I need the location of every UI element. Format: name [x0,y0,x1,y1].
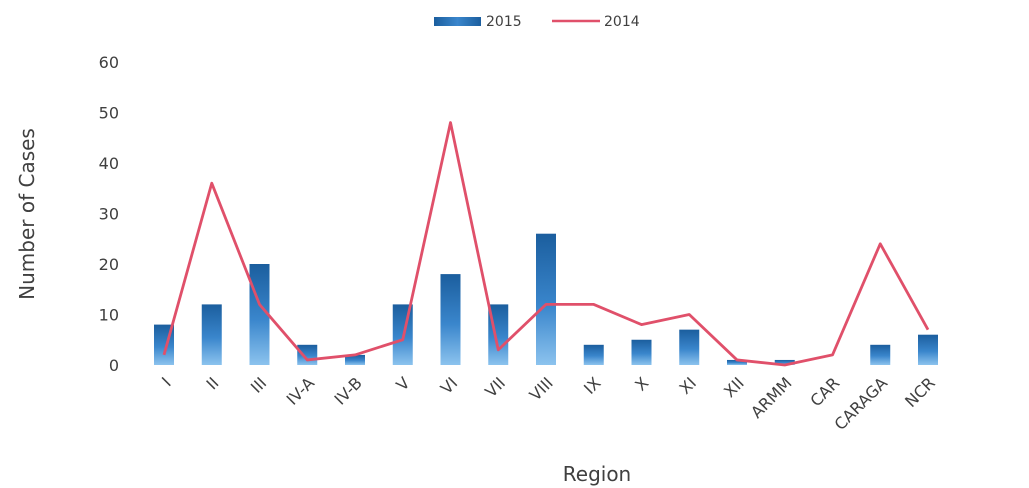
legend-label-2014: 2014 [604,14,640,30]
y-tick-label: 10 [99,306,119,325]
y-tick-label: 40 [99,154,119,173]
bar-2015-ncr [918,334,938,365]
x-tick-label: XII [720,373,748,401]
x-tick-label: IX [580,373,605,398]
x-tick-label: VIII [526,373,557,404]
x-tick-label: V [392,373,413,394]
y-tick-label: 30 [99,205,119,224]
bar-2015-ix [583,344,604,365]
bar-2015-iv-a [297,344,318,365]
x-tick-label: VII [481,373,509,401]
y-tick-label: 0 [109,356,119,375]
x-tick-label: X [631,373,652,394]
y-tick-label: 60 [99,53,119,72]
x-tick-label: CAR [806,373,843,410]
bar-2015-armm [774,359,795,365]
y-tick-label: 20 [99,255,119,274]
x-tick-label: NCR [901,373,939,411]
y-axis: 0 10 20 30 40 50 60 [99,53,119,375]
bar-2015-ii [201,304,222,365]
x-tick-label: XI [676,373,701,398]
x-tick-label: III [247,373,270,396]
legend-swatch-2015 [434,17,481,26]
legend-label-2015: 2015 [486,14,522,30]
bar-2015-iv-b [345,354,365,365]
x-tick-label: IV-B [331,373,366,408]
x-axis-title: Region [563,462,631,486]
x-tick-label: II [202,373,222,393]
bar-2015-xii [727,359,747,365]
bar-2015-viii [536,233,556,365]
x-tick-label: IV-A [283,373,318,408]
y-axis-title: Number of Cases [15,128,39,300]
x-tick-label: I [158,373,175,390]
x-tick-label: ARMM [747,373,796,422]
legend: 2015 2014 [434,14,640,30]
y-tick-label: 50 [99,104,119,123]
bar-2015-xi [679,329,700,365]
x-axis: I II III IV-A IV-B V VI VII VIII IX X XI XII ARMM CARC… [158,373,939,434]
bar-2015-x [631,339,652,365]
x-tick-label: CARAGA [831,373,892,434]
bar-2015-vi [440,274,461,365]
series-2015-bars [154,233,938,365]
x-tick-label: VI [437,373,462,398]
series-2014-line [162,121,930,367]
bar-2015-caraga [870,344,891,365]
